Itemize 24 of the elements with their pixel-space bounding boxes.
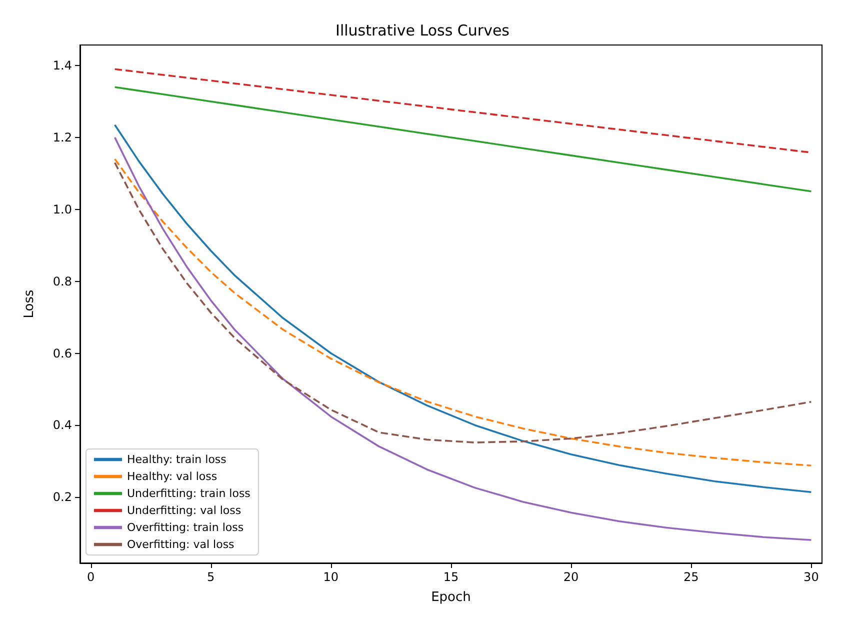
line-series (114, 86, 812, 192)
x-axis-title: Epoch (431, 590, 471, 605)
legend-label: Healthy: train loss (127, 453, 227, 466)
y-tick-label: 0.4 (52, 418, 72, 432)
legend-label: Overfitting: train loss (127, 521, 244, 534)
x-tick-label: 25 (683, 570, 699, 584)
x-tick-label: 5 (207, 570, 215, 584)
y-tick-label: 1.2 (52, 130, 72, 144)
legend-label: Underfitting: val loss (127, 504, 242, 517)
legend-label: Healthy: val loss (127, 470, 218, 483)
y-tick-label: 0.6 (52, 346, 72, 360)
x-tick-label: 10 (323, 570, 339, 584)
x-tick-label: 0 (86, 570, 95, 584)
x-tick-label: 20 (563, 570, 579, 584)
x-tick-label: 30 (804, 570, 819, 584)
chart-title: Illustrative Loss Curves (336, 22, 510, 40)
y-axis-title: Loss (22, 290, 37, 318)
y-tick-label: 1.0 (52, 202, 72, 216)
legend-label: Overfitting: val loss (127, 538, 235, 551)
y-tick-label: 0.2 (52, 490, 72, 504)
x-tick-label: 15 (443, 570, 459, 584)
y-tick-label: 0.8 (52, 274, 72, 288)
legend-label: Underfitting: train loss (127, 487, 251, 500)
y-tick-label: 1.4 (52, 58, 72, 73)
